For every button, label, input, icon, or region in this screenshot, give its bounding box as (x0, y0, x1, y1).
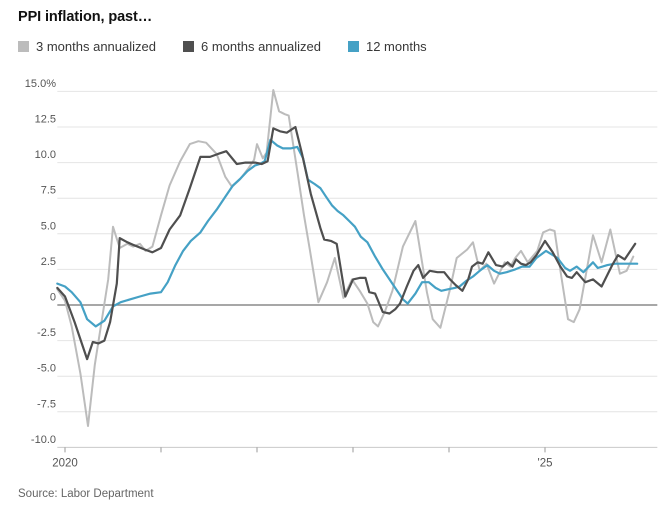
legend-swatch-3-months-icon (18, 41, 29, 52)
y-tick-label: 12.5 (35, 114, 56, 126)
series-line-12-months (56, 138, 639, 328)
legend-item-12-months: 12 months (347, 39, 427, 54)
legend-item-6-months: 6 months annualized (182, 39, 321, 54)
legend-swatch-12-months-icon (347, 41, 359, 52)
page-title: PPI inflation, past… (18, 9, 153, 25)
y-tick-label: 0 (50, 292, 56, 304)
chart-legend: 3 months annualized 6 months annualized … (18, 39, 427, 54)
series-line-3-months-annualized (56, 89, 635, 427)
y-tick-label: 15.0% (25, 78, 56, 90)
y-tick-label: -10.0 (31, 434, 56, 446)
y-tick-label: 5.0 (41, 220, 56, 232)
y-tick-label: 2.5 (41, 256, 56, 268)
y-tick-label: -7.5 (37, 398, 56, 410)
y-tick-label: 10.0 (35, 149, 56, 161)
y-tick-label: -5.0 (37, 363, 56, 375)
legend-swatch-6-months-icon (182, 41, 194, 52)
legend-label-12-months: 12 months (365, 39, 427, 54)
legend-label-3-months: 3 months annualized (36, 39, 156, 54)
x-tick-label: 2020 (52, 457, 78, 469)
legend-item-3-months: 3 months annualized (18, 39, 156, 54)
y-tick-label: -2.5 (37, 327, 56, 339)
x-tick-label: '25 (538, 457, 553, 469)
series-line-6-months-annualized (56, 125, 637, 361)
legend-label-6-months: 6 months annualized (200, 39, 321, 54)
source-credit: Source: Labor Department (18, 488, 154, 500)
y-tick-label: 7.5 (41, 185, 56, 197)
